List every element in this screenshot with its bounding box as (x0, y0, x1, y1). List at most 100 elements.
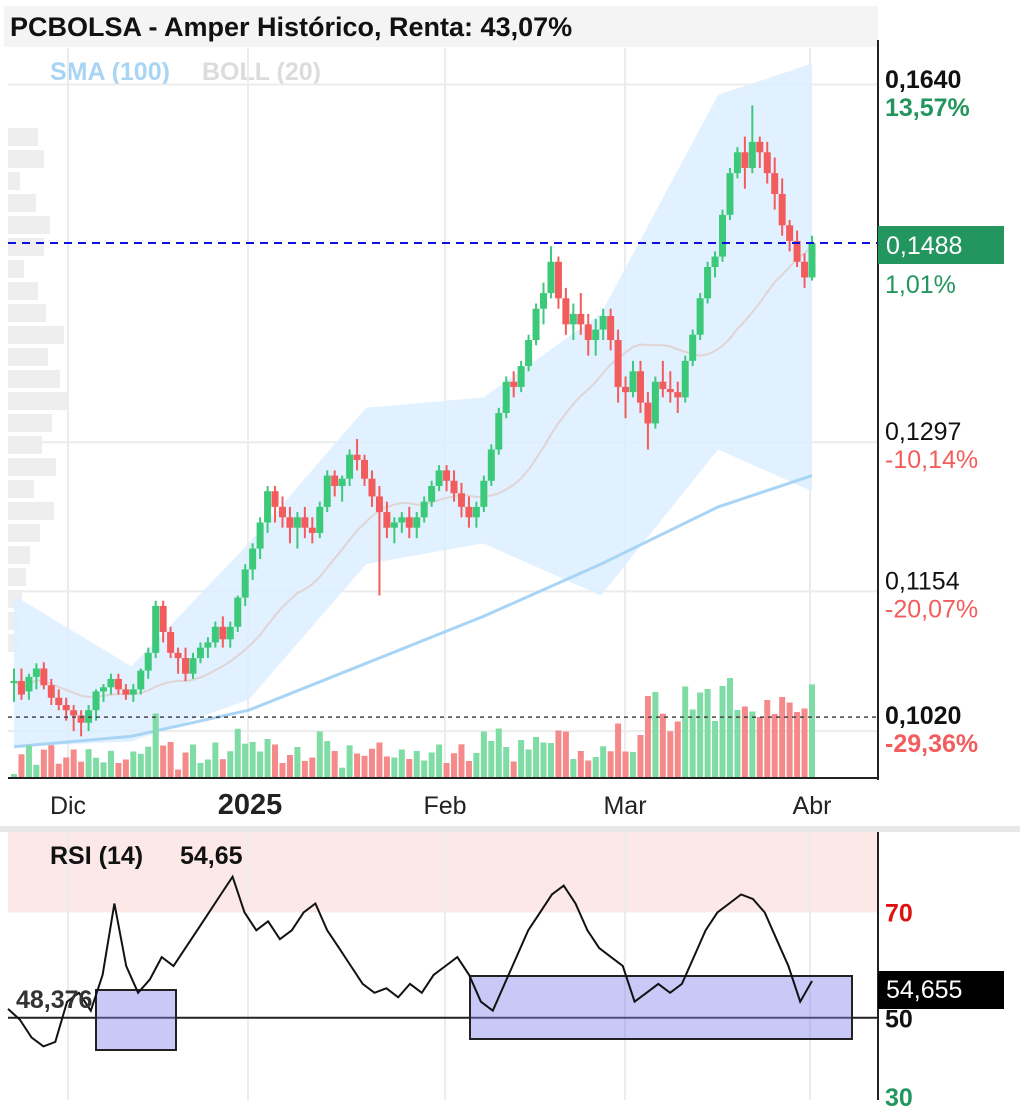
candle-body (144, 652, 152, 671)
time-axis-label: Feb (423, 792, 466, 820)
volume-bar (652, 692, 659, 778)
candle-body (517, 366, 525, 387)
volume-bar (809, 684, 815, 778)
volume-bar (18, 754, 25, 778)
candle-body (17, 681, 25, 695)
volume-bar (376, 742, 383, 778)
price-tick-percent: -10,14% (885, 446, 978, 474)
candle-body (70, 710, 78, 716)
candle-body (547, 261, 555, 294)
volume-bar (40, 749, 47, 778)
volume-bar (540, 742, 547, 778)
candle-body (510, 381, 518, 387)
volume-profile-bar (8, 634, 18, 652)
volume-profile-bar (8, 194, 36, 212)
volume-profile-bar (8, 282, 38, 300)
price-tick-label: 0,1640 (885, 66, 961, 94)
candle-body (353, 454, 361, 460)
volume-bar (697, 692, 704, 778)
candle-body (331, 475, 339, 486)
volume-bar (391, 757, 398, 778)
candle-body (502, 381, 510, 413)
volume-bar (726, 678, 733, 778)
candle-body (719, 214, 727, 257)
volume-bar (309, 757, 316, 778)
volume-bar (756, 717, 763, 778)
volume-profile-bar (8, 524, 40, 542)
volume-bar (428, 752, 435, 778)
volume-bar (219, 759, 226, 778)
candle-body (554, 261, 562, 299)
volume-bar (354, 753, 361, 778)
candle-body (472, 506, 480, 518)
candle-body (383, 512, 391, 528)
candle-body (25, 676, 33, 692)
volume-bar (637, 735, 644, 778)
volume-bar (421, 760, 428, 778)
title-bar (4, 6, 878, 47)
candle-body (241, 569, 249, 598)
volume-bar (562, 731, 569, 778)
current-price-badge (878, 226, 1004, 265)
candle-body (278, 506, 286, 518)
volume-profile-bar (8, 502, 54, 520)
volume-bar (570, 759, 577, 778)
volume-bar (615, 723, 622, 778)
candle-body (756, 141, 764, 153)
current-price-change: 1,01% (885, 271, 956, 299)
candle-body (47, 685, 55, 698)
volume-bar (495, 728, 502, 778)
candle-body (532, 308, 540, 340)
volume-bar (488, 741, 495, 778)
volume-bar (473, 753, 480, 778)
candle-body (696, 298, 704, 335)
volume-profile-bar (8, 238, 44, 256)
candle-body (271, 491, 279, 507)
volume-bar (622, 751, 629, 778)
volume-profile-bar (8, 414, 52, 432)
boll-indicator-label[interactable]: BOLL (20) (202, 58, 321, 86)
candle-body (599, 316, 607, 330)
volume-bar (503, 747, 510, 778)
sma-indicator-label[interactable]: SMA (100) (50, 58, 170, 86)
volume-bar (749, 711, 756, 778)
candle-body (689, 334, 697, 361)
candle-body (286, 517, 294, 528)
volume-bar (48, 745, 55, 778)
rsi-pane[interactable]: 48,376 70 50 30 54,655 (7, 832, 1004, 1108)
candle-body (674, 392, 682, 398)
candle-body (301, 517, 309, 528)
volume-bar (331, 751, 338, 778)
volume-bar (704, 689, 711, 778)
rsi-label: RSI (14) (50, 842, 143, 870)
candle-body (293, 517, 301, 528)
candle-body (249, 548, 257, 570)
candle-body (152, 605, 160, 653)
volume-bar (786, 702, 793, 778)
volume-bar (555, 730, 562, 778)
volume-bar (137, 753, 144, 778)
rsi-level-70: 70 (885, 899, 913, 927)
candle-body (234, 597, 242, 627)
time-axis-label: Mar (603, 792, 646, 820)
candle-body (264, 491, 272, 523)
volume-bar (152, 713, 159, 778)
candle-body (137, 670, 145, 690)
volume-bar (674, 721, 681, 778)
candle-body (129, 689, 137, 695)
candle-body (614, 340, 622, 387)
candle-body (308, 527, 316, 533)
price-tick-percent: -29,36% (885, 730, 978, 758)
volume-bar (398, 749, 405, 778)
price-pane[interactable] (8, 48, 878, 778)
rsi-level-50: 50 (885, 1006, 913, 1034)
candle-body (607, 316, 615, 340)
candle-body (786, 225, 794, 241)
price-tick-percent: -20,07% (885, 595, 978, 623)
volume-bar (533, 737, 540, 778)
volume-bar (234, 728, 241, 778)
volume-profile-bar (8, 348, 48, 366)
volume-bar (279, 763, 286, 778)
candle-body (793, 240, 801, 262)
time-axis-label: Dic (50, 792, 86, 820)
